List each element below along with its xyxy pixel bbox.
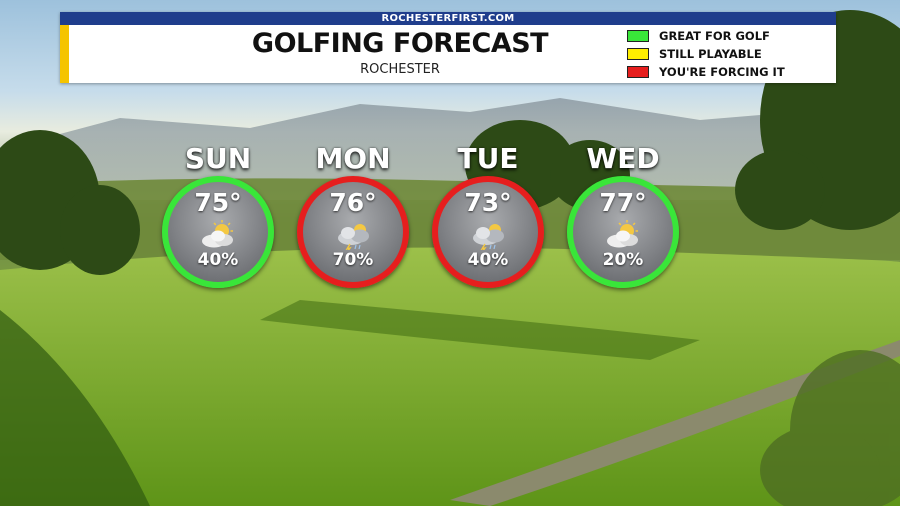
day-name: MON — [315, 142, 391, 175]
legend-swatch-forcing — [627, 66, 649, 78]
legend-label-playable: STILL PLAYABLE — [659, 47, 762, 61]
precip-chance: 70% — [332, 250, 374, 270]
rating-ring: 76° 70% — [297, 176, 409, 288]
legend-item-playable: STILL PLAYABLE — [627, 46, 832, 64]
storm-cloud-icon — [473, 224, 504, 250]
temperature: 76° — [329, 188, 377, 217]
day-name: WED — [586, 142, 660, 175]
legend-swatch-playable — [627, 48, 649, 60]
legend-item-forcing: YOU'RE FORCING IT — [627, 64, 832, 82]
day-name: TUE — [457, 142, 519, 175]
temperature: 75° — [194, 188, 242, 217]
page-title: GOLFING FORECAST — [251, 28, 549, 59]
storm-cloud-icon — [338, 224, 369, 250]
precip-chance: 20% — [602, 250, 644, 270]
temperature: 73° — [464, 188, 512, 217]
forecast-header: ROCHESTERFIRST.COM GOLFING FORECAST ROCH… — [60, 12, 836, 83]
precip-chance: 40% — [467, 250, 509, 270]
day-name: SUN — [184, 142, 252, 175]
partly-sunny-icon — [607, 220, 638, 248]
site-banner: ROCHESTERFIRST.COM — [60, 12, 836, 25]
legend-label-great: GREAT FOR GOLF — [659, 29, 770, 43]
rating-ring: 73° 40% — [432, 176, 544, 288]
header-accent-bar — [60, 25, 69, 83]
temperature: 77° — [599, 188, 647, 217]
rating-legend: GREAT FOR GOLF STILL PLAYABLE YOU'RE FOR… — [627, 28, 832, 82]
legend-label-forcing: YOU'RE FORCING IT — [659, 65, 785, 79]
rating-ring: 75° 40% — [162, 176, 274, 288]
partly-sunny-icon — [202, 220, 233, 248]
legend-item-great: GREAT FOR GOLF — [627, 28, 832, 46]
precip-chance: 40% — [197, 250, 239, 270]
rating-ring: 77° 20% — [567, 176, 679, 288]
legend-swatch-great — [627, 30, 649, 42]
location-subtitle: ROCHESTER — [360, 62, 440, 77]
